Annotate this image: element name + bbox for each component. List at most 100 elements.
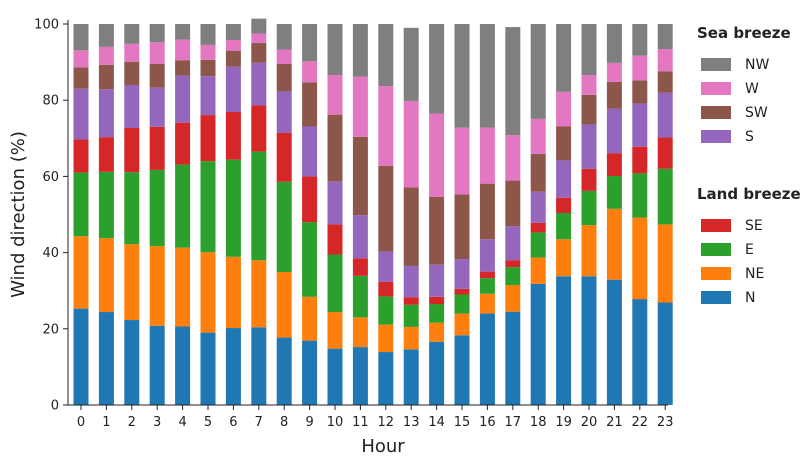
x-tick-label: 9 bbox=[305, 415, 313, 430]
y-tick-label: 100 bbox=[34, 18, 59, 33]
legend-swatch-w bbox=[701, 82, 731, 95]
bar-segment-w-hour-20 bbox=[581, 75, 597, 95]
bar-segment-w-hour-5 bbox=[200, 44, 216, 60]
bar-segment-n-hour-2 bbox=[124, 320, 140, 405]
y-tick-label: 60 bbox=[42, 170, 59, 185]
bar-segment-s-hour-1 bbox=[98, 89, 114, 138]
bar-segment-ne-hour-21 bbox=[606, 208, 622, 280]
bar-segment-ne-hour-5 bbox=[200, 252, 216, 333]
bar-segment-ne-hour-16 bbox=[479, 293, 495, 314]
x-tick-label: 18 bbox=[530, 415, 547, 430]
x-tick-label: 2 bbox=[128, 415, 136, 430]
bar-segment-ne-hour-3 bbox=[149, 246, 165, 326]
bar-segment-e-hour-17 bbox=[505, 267, 521, 285]
bar-segment-se-hour-20 bbox=[581, 168, 597, 191]
bar-segment-n-hour-8 bbox=[276, 337, 292, 405]
bar-segment-ne-hour-15 bbox=[454, 313, 470, 336]
bar-segment-se-hour-2 bbox=[124, 128, 140, 173]
x-tick-label: 6 bbox=[229, 415, 237, 430]
bar-segment-nw-hour-10 bbox=[327, 24, 343, 76]
bar-segment-w-hour-8 bbox=[276, 49, 292, 65]
bar-segment-se-hour-6 bbox=[225, 112, 241, 160]
bar-segment-ne-hour-13 bbox=[403, 326, 419, 350]
bar-segment-e-hour-10 bbox=[327, 254, 343, 313]
bar-segment-w-hour-18 bbox=[530, 118, 546, 154]
legend-label-ne: NE bbox=[745, 266, 764, 282]
bar-segment-nw-hour-0 bbox=[73, 24, 89, 51]
bar-segment-se-hour-15 bbox=[454, 288, 470, 295]
bar-segment-e-hour-3 bbox=[149, 169, 165, 247]
bar-segment-nw-hour-9 bbox=[302, 24, 318, 62]
x-tick-label: 19 bbox=[555, 415, 572, 430]
bar-segment-w-hour-6 bbox=[225, 40, 241, 51]
bar-segment-s-hour-14 bbox=[429, 264, 445, 297]
y-tick-label: 20 bbox=[42, 322, 59, 337]
bar-segment-n-hour-9 bbox=[302, 340, 318, 405]
bar-segment-s-hour-17 bbox=[505, 226, 521, 261]
legend-label-se: SE bbox=[745, 218, 763, 234]
bar-segment-sw-hour-22 bbox=[632, 80, 648, 104]
bar-segment-e-hour-0 bbox=[73, 172, 89, 237]
bar-segment-nw-hour-5 bbox=[200, 24, 216, 45]
bar-segment-n-hour-1 bbox=[98, 312, 114, 405]
bar-segment-se-hour-21 bbox=[606, 153, 622, 177]
bar-segment-nw-hour-6 bbox=[225, 24, 241, 40]
bar-segment-ne-hour-23 bbox=[657, 224, 673, 303]
bar-segment-e-hour-5 bbox=[200, 161, 216, 253]
bar-segment-w-hour-16 bbox=[479, 127, 495, 184]
bar-segment-sw-hour-10 bbox=[327, 114, 343, 182]
bar-segment-se-hour-12 bbox=[378, 281, 394, 297]
bar-segment-s-hour-13 bbox=[403, 265, 419, 298]
bar-segment-nw-hour-11 bbox=[352, 24, 368, 77]
x-tick-label: 22 bbox=[632, 415, 649, 430]
y-tick-label: 40 bbox=[42, 246, 59, 261]
legend-label-s: S bbox=[745, 129, 754, 145]
bar-segment-e-hour-21 bbox=[606, 176, 622, 209]
bar-segment-sw-hour-13 bbox=[403, 187, 419, 266]
bar-segment-e-hour-11 bbox=[352, 275, 368, 318]
bar-segment-ne-hour-9 bbox=[302, 296, 318, 341]
bar-segment-ne-hour-22 bbox=[632, 217, 648, 300]
legend-swatch-sw bbox=[701, 106, 731, 119]
bars-layer bbox=[73, 18, 673, 405]
bar-segment-e-hour-18 bbox=[530, 232, 546, 258]
x-tick-label: 5 bbox=[204, 415, 212, 430]
bar-segment-nw-hour-13 bbox=[403, 27, 419, 101]
x-tick-label: 15 bbox=[454, 415, 471, 430]
bar-segment-n-hour-0 bbox=[73, 308, 89, 405]
bar-segment-e-hour-20 bbox=[581, 190, 597, 226]
bar-segment-w-hour-15 bbox=[454, 127, 470, 195]
x-tick-label: 3 bbox=[153, 415, 161, 430]
bar-segment-se-hour-4 bbox=[175, 122, 191, 165]
bar-segment-se-hour-10 bbox=[327, 224, 343, 255]
y-tick-label: 0 bbox=[51, 399, 59, 414]
bar-segment-w-hour-17 bbox=[505, 135, 521, 181]
bar-segment-ne-hour-4 bbox=[175, 247, 191, 327]
bar-segment-sw-hour-16 bbox=[479, 183, 495, 240]
bar-segment-w-hour-23 bbox=[657, 49, 673, 72]
bar-segment-e-hour-16 bbox=[479, 278, 495, 294]
x-tick-label: 1 bbox=[102, 415, 110, 430]
bar-segment-ne-hour-11 bbox=[352, 317, 368, 348]
bar-segment-ne-hour-0 bbox=[73, 236, 89, 309]
bar-segment-ne-hour-18 bbox=[530, 257, 546, 284]
bar-segment-s-hour-4 bbox=[175, 75, 191, 123]
bar-segment-se-hour-9 bbox=[302, 176, 318, 223]
bar-segment-n-hour-10 bbox=[327, 348, 343, 405]
bar-segment-s-hour-22 bbox=[632, 103, 648, 147]
bar-segment-n-hour-13 bbox=[403, 349, 419, 405]
bar-segment-s-hour-2 bbox=[124, 84, 140, 129]
bar-segment-w-hour-12 bbox=[378, 86, 394, 166]
x-tick-label: 13 bbox=[403, 415, 420, 430]
bar-segment-se-hour-7 bbox=[251, 105, 267, 152]
x-tick-label: 4 bbox=[178, 415, 186, 430]
bar-segment-n-hour-16 bbox=[479, 313, 495, 405]
bar-segment-n-hour-11 bbox=[352, 347, 368, 405]
bar-segment-e-hour-12 bbox=[378, 296, 394, 325]
bar-segment-nw-hour-7 bbox=[251, 18, 267, 34]
bar-segment-n-hour-7 bbox=[251, 327, 267, 405]
bar-segment-s-hour-16 bbox=[479, 239, 495, 272]
bar-segment-s-hour-9 bbox=[302, 126, 318, 177]
bar-segment-ne-hour-1 bbox=[98, 238, 114, 313]
